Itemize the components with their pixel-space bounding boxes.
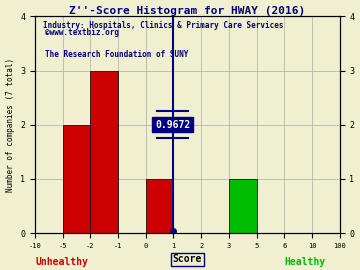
Bar — [90, 70, 118, 233]
Text: Industry: Hospitals, Clinics & Primary Care Services: Industry: Hospitals, Clinics & Primary C… — [43, 21, 284, 30]
Text: Healthy: Healthy — [284, 256, 325, 266]
Text: 0.9672: 0.9672 — [155, 120, 190, 130]
Text: Unhealthy: Unhealthy — [36, 256, 89, 266]
Bar — [229, 179, 257, 233]
Text: The Research Foundation of SUNY: The Research Foundation of SUNY — [45, 50, 188, 59]
X-axis label: Score: Score — [172, 254, 202, 264]
Y-axis label: Number of companies (7 total): Number of companies (7 total) — [5, 58, 14, 192]
Bar — [63, 125, 90, 233]
Title: Z''-Score Histogram for HWAY (2016): Z''-Score Histogram for HWAY (2016) — [69, 6, 305, 16]
Bar — [146, 179, 174, 233]
Text: ©www.textbiz.org: ©www.textbiz.org — [45, 28, 118, 37]
